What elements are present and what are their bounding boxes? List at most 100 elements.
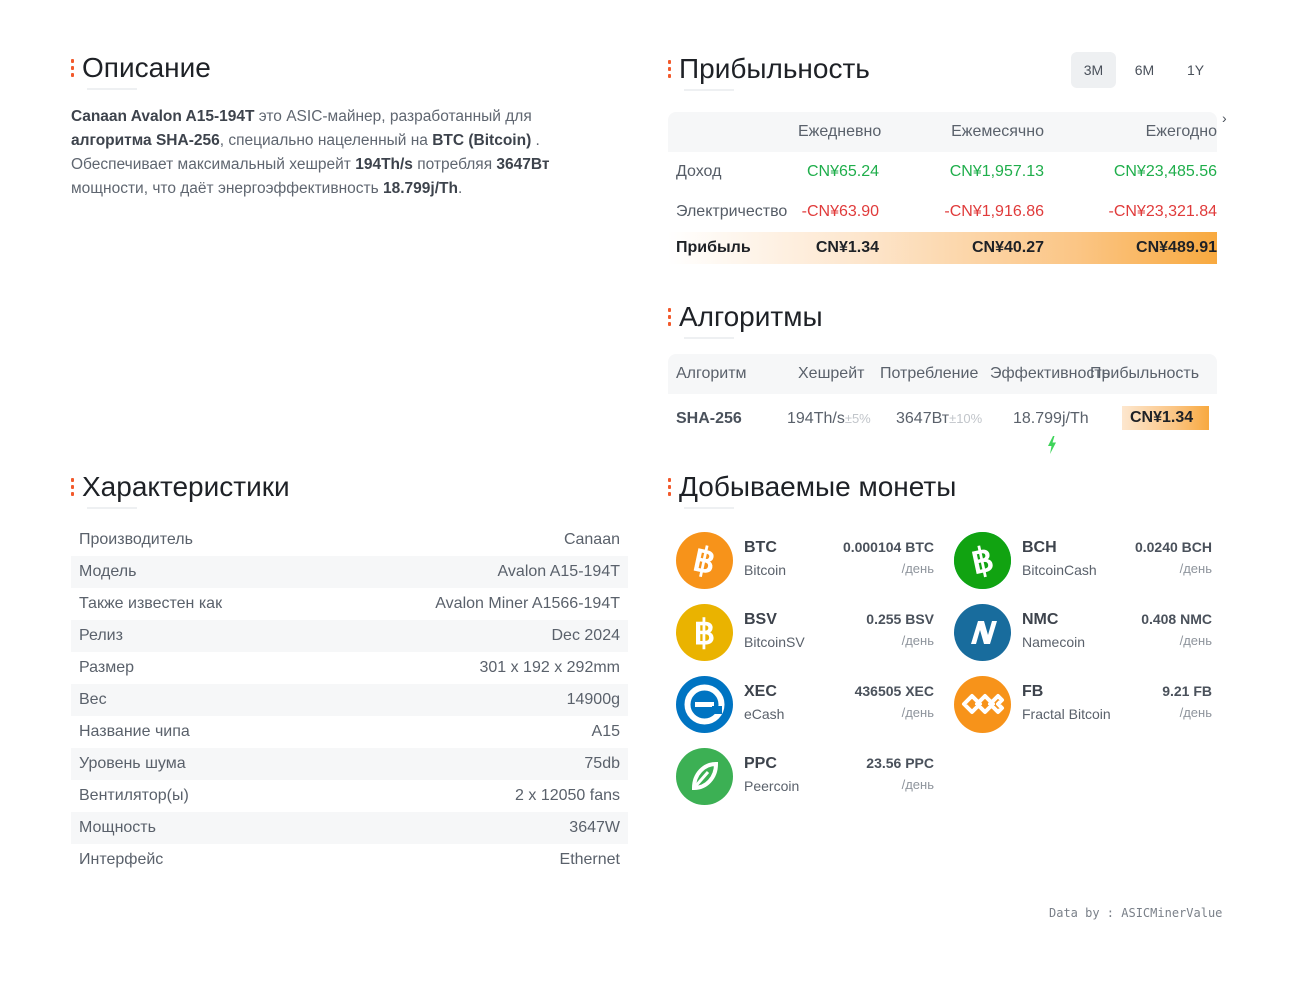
coins-title: Добываемые монеты [668,471,956,503]
description-fragment: мощности, что даёт энергоэффективность [71,180,383,197]
namecoin-icon [954,604,1011,661]
description-model: Canaan Avalon A15-194T [71,108,255,125]
coin-symbol: BCH [1022,539,1057,556]
spec-row-fans: Вентилятор(ы) 2 x 12050 fans [71,780,628,812]
spec-value: 2 x 12050 fans [515,787,620,804]
svg-text:฿: ฿ [694,614,716,652]
data-source-footer: Data by : ASICMinerValue [1049,906,1223,920]
spec-label: Также известен как [79,595,223,612]
section-marker-icon [71,59,74,77]
peercoin-icon [676,748,733,805]
coin-item-fb[interactable]: FB Fractal Bitcoin 9.21 FB /день [954,676,1214,736]
description-title-text: Описание [82,52,211,83]
spec-row-size: Размер 301 x 192 x 292mm [71,652,628,684]
coin-per-day: /день [1179,705,1212,720]
coin-item-nmc[interactable]: NMC Namecoin 0.408 NMC /день [954,604,1214,664]
spec-label: Интерфейс [79,851,164,868]
coin-amount: 23.56 PPC [866,755,934,771]
algo-profit-badge: CN¥1.34 [1122,406,1209,430]
coin-symbol: XEC [744,683,777,700]
coin-amount: 0.408 NMC [1141,611,1212,627]
coin-item-ppc[interactable]: PPC Peercoin 23.56 PPC /день [676,748,936,808]
description-hashrate: 194Th/s [355,156,413,173]
coin-name: Peercoin [744,778,800,794]
profit-row-income: Доход CN¥65.24 CN¥1,957.13 CN¥23,485.56 [668,152,1217,192]
coin-per-day: /день [901,561,934,576]
profit-title-text: Прибыльность [679,53,870,84]
period-selector: 3M 6M 1Y [1071,52,1218,88]
spec-label: Вентилятор(ы) [79,787,189,804]
period-button-6m[interactable]: 6M [1134,62,1155,78]
coin-amount: 0.0240 BCH [1134,539,1212,555]
spec-label: Вес [79,691,107,708]
description-underline [87,88,137,90]
spec-value: Avalon A15-194T [497,563,620,580]
spec-value: 3647W [569,819,620,836]
profit-row-total: Прибыль CN¥1.34 CN¥40.27 CN¥489.91 [668,232,1217,264]
coin-item-xec[interactable]: XEC eCash 436505 XEC /день [676,676,936,736]
coin-name: BitcoinCash [1022,562,1097,578]
electricity-yearly: -CN¥23,321.84 [1108,203,1217,220]
description-text: Canaan Avalon A15-194T это ASIC-майнер, … [71,105,611,201]
profit-daily: CN¥1.34 [815,239,879,256]
coin-name: BitcoinSV [744,634,805,650]
coin-item-bch[interactable]: ฿ BCH BitcoinCash 0.0240 BCH /день [954,532,1214,592]
income-monthly: CN¥1,957.13 [949,163,1044,180]
coin-per-day: /день [901,633,934,648]
coin-symbol: PPC [744,755,777,772]
algo-efficiency: 18.799j/Th [1013,410,1089,427]
algorithm-row: SHA-256 194Th/s±5% 3647Вт±10% 18.799j/Th… [668,394,1217,444]
algo-col-efficiency: Эффективность [990,365,1111,382]
coin-amount: 0.000104 BTC [842,539,934,555]
coin-amount: 0.255 BSV [866,611,934,627]
spec-label: Размер [79,659,134,676]
profit-title: Прибыльность [668,53,870,85]
spec-row-release: Релиз Dec 2024 [71,620,628,652]
coin-per-day: /день [1179,633,1212,648]
spec-value: Dec 2024 [551,627,621,644]
algo-power-tolerance: ±10% [949,411,983,426]
coins-title-text: Добываемые монеты [679,471,957,502]
coin-name: Fractal Bitcoin [1022,706,1111,722]
coin-symbol: NMC [1022,611,1059,628]
coin-item-bsv[interactable]: ฿ BSV BitcoinSV 0.255 BSV /день [676,604,936,664]
spec-value: 75db [584,755,620,772]
coin-name: Bitcoin [744,562,787,578]
coin-per-day: /день [1179,561,1212,576]
coin-symbol: BSV [744,611,777,628]
profit-row-label: Электричество [676,203,788,220]
description-fragment: , специально нацеленный на [219,132,433,149]
spec-row-power: Мощность 3647W [71,812,628,844]
coins-underline [684,507,734,509]
specs-underline [87,507,137,509]
spec-row-chip: Название чипа A15 [71,716,628,748]
period-button-3m[interactable]: 3M [1071,52,1116,88]
section-marker-icon [668,308,671,326]
algorithms-title-text: Алгоритмы [679,301,823,332]
description-algorithm: алгоритма SHA-256 [71,132,220,149]
specs-title: Характеристики [71,471,290,503]
coin-amount: 9.21 FB [1162,683,1212,699]
algo-power: 3647Вт [896,410,950,427]
spec-row-interface: Интерфейс Ethernet [71,844,628,876]
description-efficiency: 18.799j/Th [382,180,458,197]
svg-text:฿: ฿ [690,540,719,582]
scroll-right-arrow-icon[interactable]: › [1222,110,1227,126]
spec-row-aka: Также известен как Avalon Miner A1566-194… [71,588,628,620]
spec-value: Ethernet [559,851,620,868]
profit-row-label: Доход [676,163,722,180]
spec-label: Релиз [79,627,123,644]
description-title: Описание [71,52,211,84]
algorithms-underline [684,337,734,339]
income-yearly: CN¥23,485.56 [1113,163,1217,180]
bitcoincash-icon: ฿ [954,532,1011,589]
algo-power-cell: 3647Вт±10% [896,410,982,428]
algo-col-profit: Прибыльность [1090,365,1200,382]
coin-item-btc[interactable]: ฿ BTC Bitcoin 0.000104 BTC /день [676,532,936,592]
period-button-1y[interactable]: 1Y [1186,62,1205,78]
description-power: 3647Вт [496,156,550,173]
algorithms-table-header: Алгоритм Хешрейт Потребление Эффективнос… [668,354,1217,394]
algorithms-title: Алгоритмы [668,301,823,333]
profit-row-label: Прибыль [676,239,751,256]
profit-underline [684,89,734,91]
